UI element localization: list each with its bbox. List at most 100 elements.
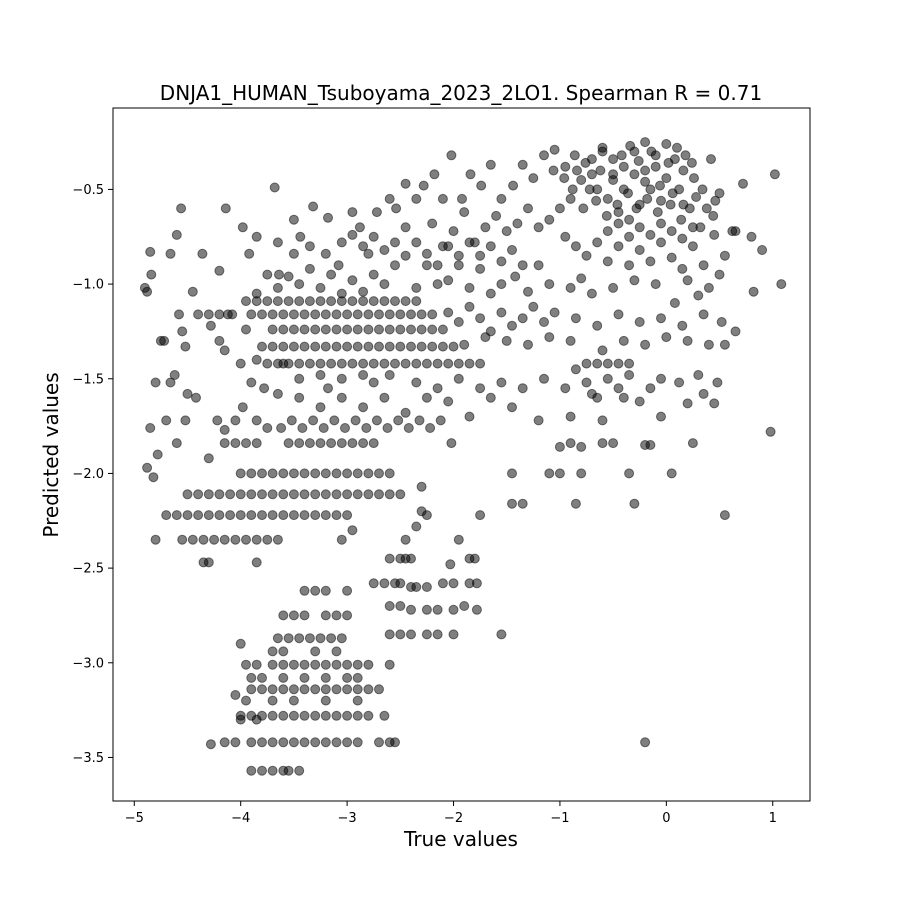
data-point: [320, 585, 331, 596]
data-point: [432, 604, 443, 615]
data-point: [480, 222, 491, 233]
data-point: [698, 260, 709, 271]
data-point: [342, 659, 353, 670]
data-point: [304, 241, 315, 252]
data-point: [315, 282, 326, 293]
data-point: [310, 324, 321, 335]
data-point: [757, 245, 768, 255]
data-point: [257, 489, 267, 500]
data-point: [347, 229, 358, 240]
data-point: [624, 370, 635, 380]
data-point: [687, 222, 698, 233]
data-point: [475, 358, 486, 369]
data-point: [299, 585, 310, 596]
data-point: [331, 659, 342, 670]
data-point: [650, 161, 661, 172]
plot-area-frame: [112, 107, 811, 802]
data-point: [390, 237, 400, 248]
data-point: [672, 142, 682, 153]
data-point: [678, 199, 689, 210]
data-point: [697, 184, 708, 195]
data-point: [333, 260, 344, 271]
data-point: [597, 415, 608, 426]
data-point: [214, 489, 225, 500]
data-point: [241, 324, 251, 335]
data-point: [288, 248, 299, 259]
data-point: [507, 320, 517, 331]
data-point: [267, 489, 278, 500]
data-point: [191, 392, 201, 403]
data-point: [267, 341, 278, 352]
data-point: [294, 392, 305, 403]
data-point: [171, 510, 182, 521]
data-point: [682, 275, 693, 286]
y-tick-label: −3.0: [72, 656, 104, 671]
data-point: [475, 250, 486, 261]
data-point: [464, 358, 475, 369]
data-point: [475, 313, 486, 324]
data-point: [446, 150, 457, 161]
data-point: [187, 534, 198, 545]
data-point: [687, 438, 698, 449]
data-point: [390, 578, 400, 589]
data-point: [299, 684, 310, 695]
data-point: [666, 468, 677, 479]
data-point: [278, 358, 289, 369]
data-point: [257, 737, 267, 748]
data-point: [214, 510, 225, 521]
data-point: [496, 377, 507, 388]
data-point: [251, 659, 262, 670]
data-point: [257, 468, 267, 479]
x-tick-label: −3: [338, 811, 357, 826]
data-point: [203, 453, 214, 464]
data-point: [616, 150, 627, 161]
data-point: [267, 324, 278, 335]
data-point: [384, 370, 395, 380]
data-point: [403, 423, 414, 433]
data-point: [259, 383, 270, 394]
data-point: [267, 710, 278, 721]
data-point: [421, 510, 432, 521]
data-point: [363, 324, 374, 335]
data-point: [393, 415, 404, 426]
data-point: [549, 144, 560, 155]
data-point: [219, 424, 230, 435]
data-point: [669, 154, 680, 165]
data-point: [225, 510, 236, 521]
data-point: [496, 307, 507, 318]
data-point: [219, 737, 230, 748]
y-tick-label: −1.5: [72, 372, 104, 387]
data-point: [613, 383, 624, 394]
data-point: [384, 629, 395, 640]
data-point: [666, 226, 677, 237]
data-point: [257, 672, 267, 683]
data-point: [352, 659, 363, 670]
data-point: [748, 286, 759, 297]
data-point: [379, 392, 390, 403]
data-point: [278, 309, 289, 320]
data-point: [171, 229, 182, 240]
data-point: [411, 377, 422, 388]
data-point: [677, 263, 688, 274]
data-point: [374, 489, 384, 500]
data-point: [246, 684, 257, 695]
data-point: [288, 214, 299, 225]
data-point: [384, 553, 395, 564]
data-point: [299, 737, 310, 748]
data-point: [310, 510, 321, 521]
data-point: [475, 383, 486, 394]
data-point: [565, 282, 576, 293]
data-point: [608, 154, 619, 165]
data-point: [182, 489, 193, 500]
x-axis-ticks: −5 −4 −3 −2 −1 0 1: [125, 801, 777, 826]
data-point: [576, 441, 587, 452]
data-point: [354, 222, 365, 233]
data-point: [476, 180, 487, 191]
data-point: [288, 309, 299, 320]
data-point: [331, 684, 342, 695]
data-point: [719, 339, 730, 350]
data-point: [363, 341, 374, 352]
data-point: [650, 279, 661, 290]
data-point: [308, 415, 319, 426]
